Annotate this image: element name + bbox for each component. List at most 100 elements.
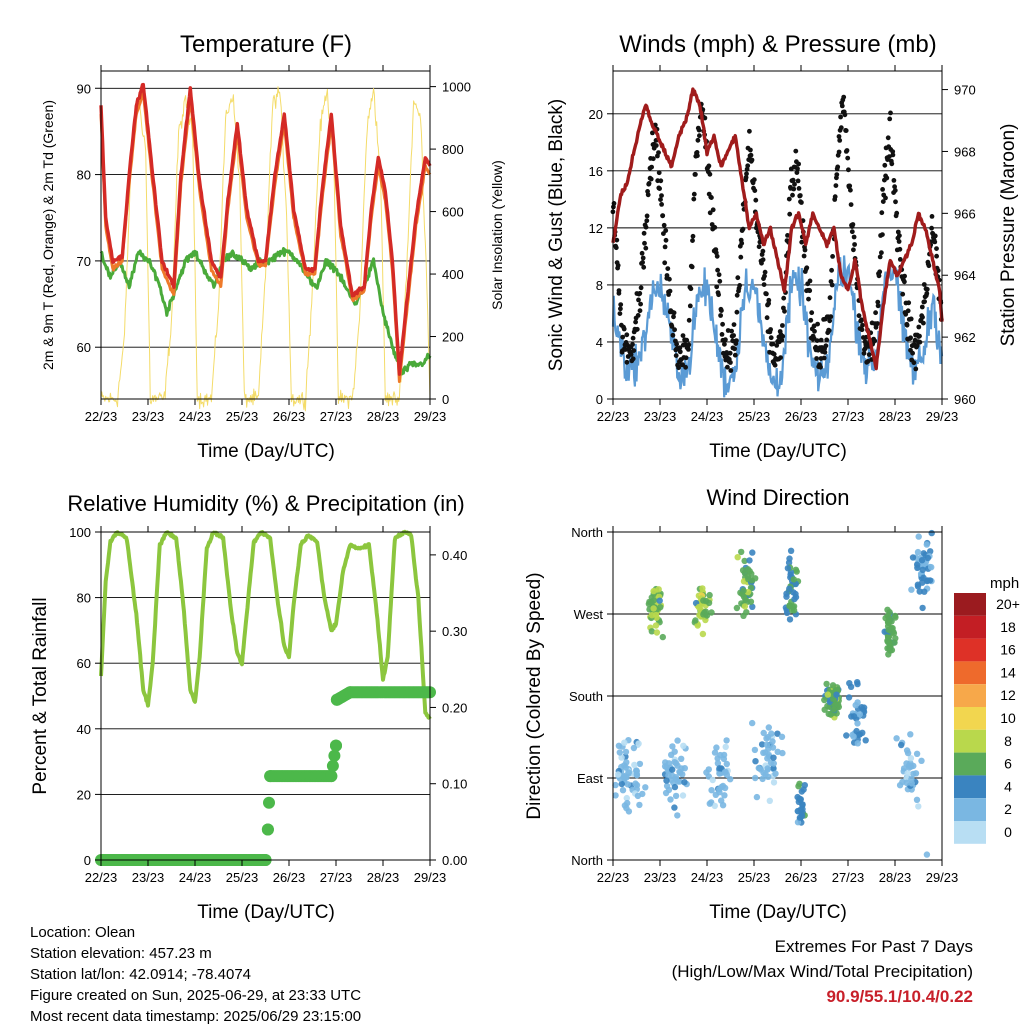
temperature-ylabel-left: 2m & 9m T (Red, Orange) & 2m Td (Green) (40, 100, 56, 370)
gust-point (664, 273, 670, 278)
gust-point (926, 263, 932, 269)
gust-point (814, 356, 819, 361)
elevation-text: Station elevation: 457.23 m (30, 945, 212, 962)
gust-point (738, 254, 744, 260)
gust-point (836, 149, 842, 155)
direction-point (801, 782, 808, 789)
gust-point (633, 319, 638, 325)
direction-point (843, 732, 850, 739)
direction-point (885, 651, 892, 658)
gust-point (910, 350, 915, 356)
gust-point (645, 192, 651, 198)
gust-point (875, 321, 880, 326)
gust-point (876, 273, 882, 279)
y2-tick-label: 0 (442, 392, 449, 407)
station-info: Location: Olean Station elevation: 457.2… (30, 922, 361, 1027)
gust-point (697, 133, 702, 139)
gust-point (747, 128, 752, 134)
gust-point (837, 138, 843, 143)
gust-point (911, 360, 917, 366)
direction-point (850, 713, 858, 720)
direction-point (920, 574, 927, 581)
gust-point (849, 229, 855, 235)
gust-point (859, 327, 865, 333)
direction-point (652, 622, 660, 629)
temperature-xlabel: Time (Day/UTC) (197, 441, 335, 462)
direction-point (642, 784, 649, 791)
gust-point (640, 260, 645, 265)
direction-point (733, 604, 741, 612)
direction-point (855, 731, 862, 739)
gust-point (779, 337, 785, 343)
humidity-frame (100, 531, 431, 861)
gust-point (904, 322, 910, 328)
direction-point (783, 590, 790, 597)
temperature-title: Temperature (F) (180, 31, 352, 58)
y-tick-label: 90 (77, 81, 91, 96)
gust-point (691, 196, 697, 202)
gust-point (648, 176, 654, 182)
gust-point (731, 322, 737, 327)
direction-point (850, 733, 857, 740)
direction-point (928, 529, 935, 537)
direction-point (612, 792, 619, 799)
gust-point (780, 323, 785, 328)
y-tick-label: 60 (77, 656, 91, 671)
series-pressure (611, 87, 944, 371)
gust-point (637, 308, 643, 314)
gust-point (634, 326, 640, 332)
series-sonic-wind (611, 255, 944, 398)
gust-point (660, 213, 666, 219)
direction-point (667, 796, 674, 803)
gust-point (768, 335, 774, 341)
gust-point (806, 296, 811, 302)
direction-point (884, 637, 891, 644)
x-tick-label: 24/23 (691, 409, 724, 424)
y-tick-label: 0 (596, 392, 603, 407)
direction-point (618, 754, 625, 761)
gust-point (636, 297, 641, 303)
gust-point (796, 161, 801, 167)
gust-point (829, 282, 835, 288)
direction-point (772, 770, 779, 777)
y-tick-label: 80 (77, 168, 91, 183)
direction-point (753, 793, 761, 801)
gust-point (908, 316, 914, 322)
direction-point (672, 760, 680, 767)
direction-point (672, 774, 680, 781)
gust-point (760, 248, 766, 254)
gust-point (683, 364, 688, 370)
direction-point (823, 680, 830, 688)
direction-point (740, 593, 748, 600)
gust-point (865, 359, 871, 364)
gust-point (897, 233, 902, 239)
direction-point (655, 586, 662, 593)
direction-point (778, 733, 786, 740)
gust-point (850, 222, 856, 227)
legend-label: 6 (1004, 756, 1012, 772)
gust-point (848, 202, 854, 208)
winds-ticks: 0 4 8 12 16 20 22/23 23/23 24/23 25/23 26/23 27/23 2… (589, 65, 976, 424)
gust-point (875, 303, 881, 309)
gust-point (615, 263, 621, 268)
gust-point (751, 177, 757, 183)
gust-point (815, 321, 820, 327)
direction-point (622, 748, 630, 756)
gust-point (823, 343, 829, 349)
direction-point (681, 779, 688, 786)
direction-point (763, 741, 771, 748)
gust-point (895, 229, 901, 235)
gust-point (809, 310, 815, 316)
temperature-ylabel-right: Solar Insolation (Yellow) (489, 160, 505, 310)
gust-point (748, 147, 753, 153)
direction-point (636, 760, 644, 768)
gust-point (851, 234, 857, 240)
direction-point (618, 780, 625, 788)
direction-point (757, 766, 764, 773)
legend-swatch (954, 729, 986, 753)
extremes-values: 90.9/55.1/10.4/0.22 (826, 987, 973, 1006)
direction-point (915, 533, 922, 540)
y-tick-label: 80 (77, 591, 91, 606)
gust-point (667, 288, 673, 294)
